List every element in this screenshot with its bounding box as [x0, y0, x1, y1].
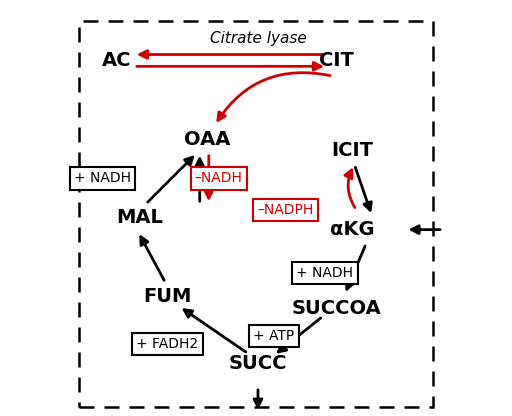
Text: + NADH: + NADH [74, 171, 131, 186]
Text: –NADH: –NADH [195, 171, 243, 186]
Text: ICIT: ICIT [331, 141, 373, 161]
Text: OAA: OAA [184, 130, 230, 149]
Text: CIT: CIT [319, 51, 354, 70]
Text: MAL: MAL [116, 208, 163, 227]
Text: –NADPH: –NADPH [258, 203, 314, 217]
Text: αKG: αKG [330, 220, 375, 239]
Text: SUCCOA: SUCCOA [292, 299, 381, 318]
Text: + FADH2: + FADH2 [136, 337, 199, 351]
Text: SUCC: SUCC [229, 354, 287, 373]
Text: AC: AC [101, 51, 131, 70]
Text: FUM: FUM [143, 287, 191, 306]
Text: Citrate lyase: Citrate lyase [209, 31, 306, 46]
Text: + ATP: + ATP [253, 329, 294, 343]
Text: + NADH: + NADH [296, 266, 353, 280]
